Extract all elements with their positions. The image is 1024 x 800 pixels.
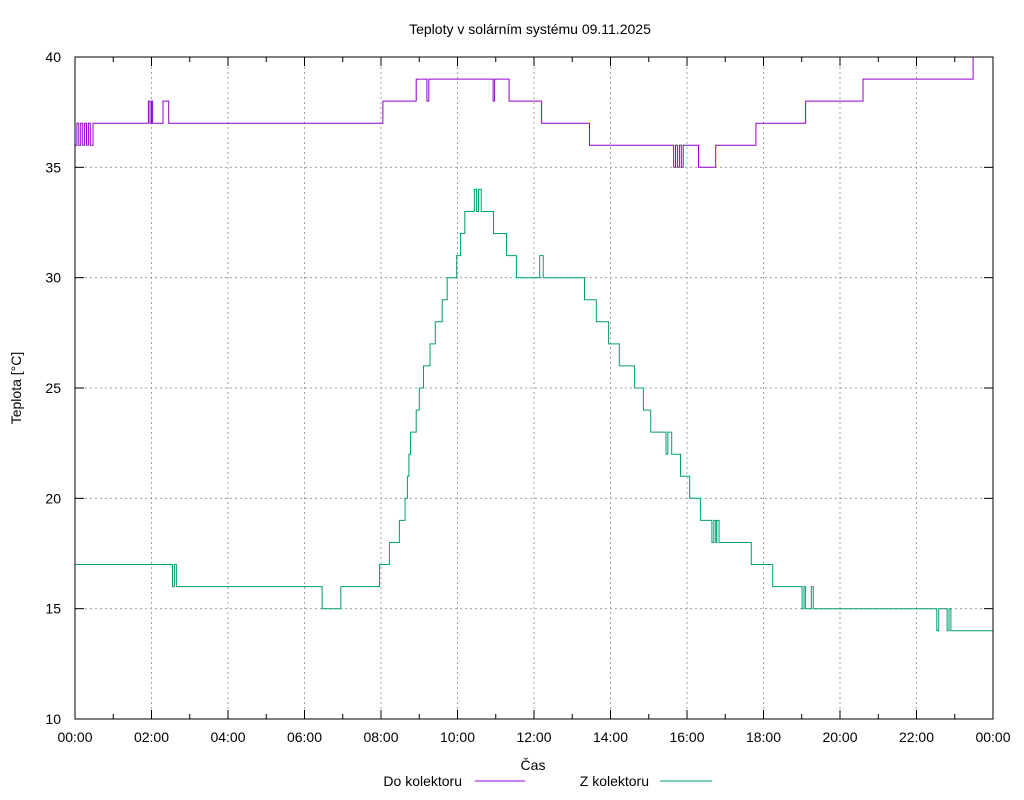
chart-title: Teploty v solárním systému 09.11.2025: [409, 21, 651, 37]
y-tick-label: 15: [45, 601, 61, 617]
series-line-do-kolektoru: [75, 56, 974, 168]
x-tick-label: 06:00: [287, 729, 322, 745]
x-tick-label: 22:00: [899, 729, 934, 745]
legend-label-z-kolektoru: Z kolektoru: [580, 773, 649, 789]
series-lines: [75, 56, 993, 632]
x-tick-label: 14:00: [593, 729, 628, 745]
y-tick-label: 40: [45, 49, 61, 65]
x-tick-label: 16:00: [669, 729, 704, 745]
x-tick-label: 20:00: [822, 729, 857, 745]
series-line-z-kolektoru: [75, 188, 993, 632]
x-tick-label: 08:00: [363, 729, 398, 745]
y-tick-label: 30: [45, 270, 61, 286]
plot-frame: [74, 56, 994, 720]
x-tick-label: 18:00: [746, 729, 781, 745]
grid: [75, 57, 993, 719]
y-tick-label: 25: [45, 380, 61, 396]
y-tick-label: 10: [45, 711, 61, 727]
axis-ticks: 10 15 20 25 30 35 40 00:00 02:00 04:00 06:00 08:00 1…: [45, 49, 1010, 745]
x-tick-label: 00:00: [57, 729, 92, 745]
y-tick-label: 20: [45, 490, 61, 506]
x-tick-label: 02:00: [134, 729, 169, 745]
x-tick-label: 00:00: [975, 729, 1010, 745]
x-tick-label: 04:00: [210, 729, 245, 745]
legend: Do kolektoru Z kolektoru: [383, 773, 712, 789]
x-axis-label: Čas: [521, 757, 546, 773]
x-tick-label: 10:00: [440, 729, 475, 745]
legend-label-do-kolektoru: Do kolektoru: [383, 773, 462, 789]
y-tick-label: 35: [45, 159, 61, 175]
x-tick-label: 12:00: [516, 729, 551, 745]
y-axis-label: Teplota [°C]: [8, 352, 24, 425]
